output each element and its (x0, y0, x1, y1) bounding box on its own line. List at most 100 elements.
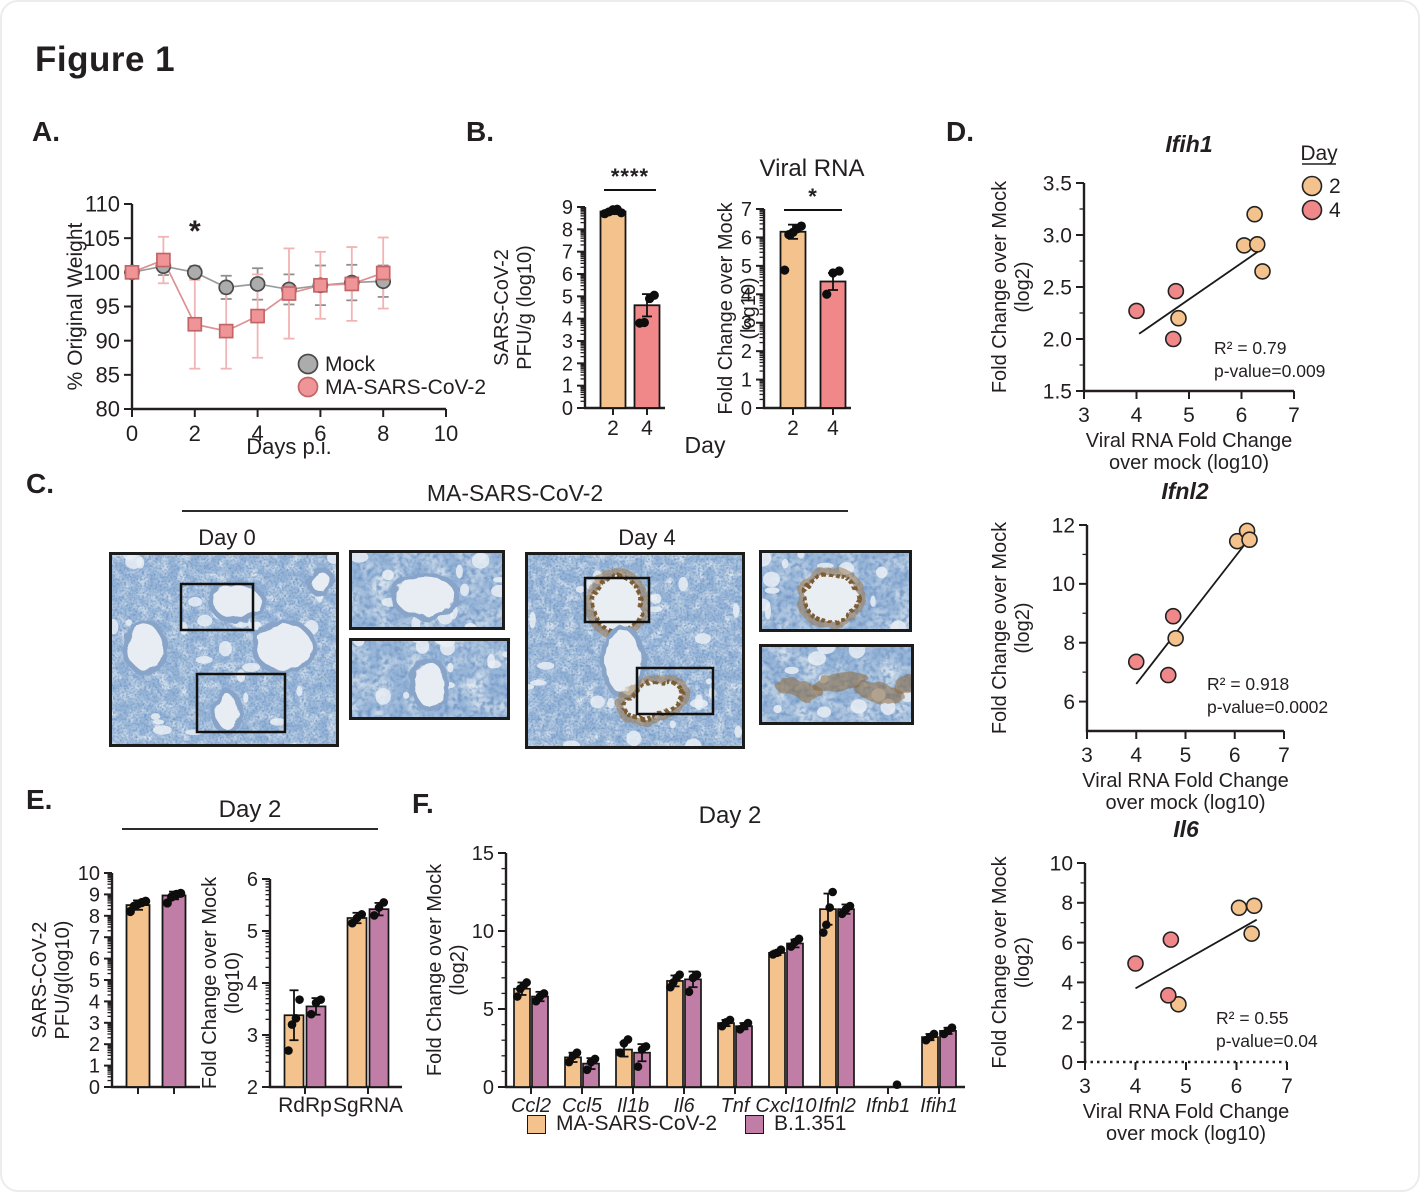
trend-line (1135, 537, 1251, 685)
svg-text:Il6: Il6 (673, 1095, 695, 1117)
data-point (287, 1020, 297, 1029)
svg-text:10: 10 (78, 863, 100, 885)
y-axis-label: PFU/g (log10) (514, 245, 536, 370)
x-axis-label: over mock (log10) (1106, 1123, 1266, 1145)
histology-day0-label: Day 0 (198, 525, 256, 550)
svg-text:1.5: 1.5 (1043, 380, 1072, 403)
svg-text:2: 2 (1329, 175, 1341, 198)
svg-text:1: 1 (89, 1056, 100, 1078)
bar (161, 894, 187, 1088)
svg-text:2.0: 2.0 (1043, 328, 1072, 351)
data-point (291, 1014, 301, 1023)
panel-f-label: F. (412, 788, 434, 819)
svg-text:4: 4 (1130, 1075, 1142, 1098)
series-day-4 (1128, 282, 1185, 348)
svg-text:3: 3 (562, 331, 573, 353)
data-point (1128, 302, 1145, 320)
legend: Day 24 (1300, 142, 1341, 222)
data-point (892, 1080, 902, 1089)
svg-text:Ifnb1: Ifnb1 (866, 1095, 910, 1117)
il6-scatter-chart: Il6 0 2 4 6 8 10 3 4 5 6 7 R² = 0.55 p-value=0.04 Vira… (989, 816, 1318, 1145)
y-axis-label: Fold Change over Mock (989, 521, 1011, 734)
data-point (641, 1042, 651, 1051)
svg-text:3: 3 (89, 1013, 100, 1035)
data-point (218, 279, 235, 296)
data-point (1243, 925, 1260, 942)
y-axis-label: Fold Change over Mock (989, 855, 1011, 1068)
data-point (623, 1035, 633, 1044)
data-point (344, 276, 360, 292)
x-axis-label: Viral RNA Fold Change (1086, 430, 1292, 452)
data-point (675, 970, 684, 979)
series-day-4 (1127, 607, 1182, 684)
svg-text:7: 7 (1281, 1075, 1293, 1098)
data-point (572, 1048, 582, 1057)
y-axis-label: Fold Change over Mock (989, 180, 1011, 393)
svg-text:5: 5 (1180, 1075, 1192, 1098)
bar (921, 1036, 939, 1088)
svg-text:0: 0 (126, 421, 138, 446)
svg-text:10: 10 (472, 921, 494, 943)
bar (735, 1025, 753, 1088)
data-point (1164, 607, 1182, 625)
svg-text:SgRNA: SgRNA (333, 1094, 403, 1117)
data-point (1167, 630, 1184, 647)
svg-text:100: 100 (83, 260, 120, 285)
svg-text:6: 6 (314, 421, 326, 446)
data-point (313, 277, 328, 293)
data-point (306, 1009, 316, 1019)
chart-title: Il6 (1173, 816, 1199, 842)
svg-text:3: 3 (247, 1025, 258, 1047)
svg-text:10: 10 (1052, 573, 1075, 596)
svg-text:Ccl5: Ccl5 (562, 1095, 603, 1117)
ifnl2-plot: Ifnl2 6 8 10 12 3 4 5 6 7 R² = 0.918 p-value=0.0002… (989, 478, 1328, 814)
svg-text:8: 8 (562, 219, 573, 241)
panel-d-label: D. (946, 116, 974, 147)
histology-day4-label: Day 4 (618, 525, 676, 550)
svg-text:3: 3 (1079, 1075, 1091, 1098)
svg-text:4: 4 (89, 991, 100, 1013)
svg-text:MA-SARS-CoV-2: MA-SARS-CoV-2 (325, 376, 486, 399)
svg-text:5: 5 (247, 921, 258, 943)
data-point (156, 252, 171, 268)
data-point (633, 1062, 643, 1072)
y-axis-label: SARS-CoV-2 (29, 922, 51, 1039)
data-point (743, 1018, 753, 1028)
svg-text:5: 5 (483, 999, 494, 1021)
data-point (176, 888, 186, 898)
svg-text:7: 7 (562, 242, 573, 264)
data-point (590, 1054, 600, 1064)
svg-text:6: 6 (562, 264, 573, 286)
stats-text: R² = 0.79 (1214, 338, 1286, 358)
data-point (794, 934, 804, 944)
data-point (1246, 205, 1263, 223)
data-point (564, 1057, 574, 1067)
svg-text:4: 4 (1130, 744, 1142, 767)
significance: * (808, 184, 818, 209)
svg-text:4: 4 (1131, 404, 1143, 427)
data-point (582, 1065, 592, 1075)
data-point (357, 910, 367, 919)
data-point (780, 265, 790, 275)
viral-rna-bar-chart: Viral RNA 0 1 2 3 4 5 6 7 2 4 * Fold Change over Moc… (715, 155, 864, 440)
data-point (725, 1015, 735, 1025)
series-day-4 (1127, 931, 1180, 1004)
data-point (684, 987, 694, 997)
panel-e-title: Day 2 (122, 796, 378, 830)
stats-text: p-value=0.04 (1216, 1031, 1318, 1051)
chart-title: Ifih1 (1165, 131, 1212, 157)
svg-text:2: 2 (89, 1034, 100, 1056)
data-point (141, 896, 151, 906)
svg-text:6: 6 (1063, 691, 1075, 714)
data-point (186, 264, 203, 281)
y-axis-label: Fold Change over Mock (715, 201, 737, 414)
x-axis-label: over mock (log10) (1105, 792, 1265, 814)
data-point (375, 265, 391, 281)
data-point (616, 208, 626, 218)
data-point (369, 911, 379, 920)
svg-text:8: 8 (377, 421, 389, 446)
svg-text:110: 110 (85, 192, 120, 217)
